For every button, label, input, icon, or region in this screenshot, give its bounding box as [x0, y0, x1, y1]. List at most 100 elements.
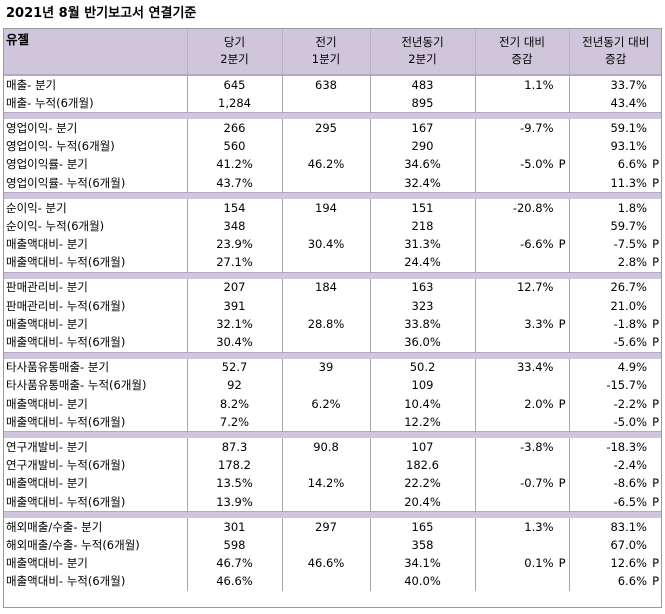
- yoy-value: -2.2%: [613, 396, 647, 411]
- value-yoy-change: 4.9%: [568, 358, 662, 377]
- yoy-unit: P: [652, 316, 659, 331]
- yoy-value: -6.5%: [613, 494, 647, 509]
- value-prev-year: 163: [369, 278, 475, 298]
- value-prev-quarter: 46.6%: [281, 554, 370, 573]
- qoq-value: 3.3%: [524, 316, 554, 331]
- table-row: 매출액대비- 분기 8.2% 6.2% 10.4% 2.0% P -2.2% P: [3, 395, 662, 414]
- table-row: 매출액대비- 누적(6개월) 13.9% 20.4% -6.5% P: [3, 492, 662, 512]
- qoq-value: 33.4%: [516, 360, 554, 375]
- row-label: 판매관리비- 누적(6개월): [6, 298, 126, 313]
- value-prev-year: 895: [369, 94, 475, 113]
- value-prev-year: 165: [369, 518, 475, 537]
- value-prev-year: 290: [369, 137, 475, 156]
- value-qoq-change: [474, 333, 569, 353]
- row-label: 순이익- 누적(6개월): [6, 218, 105, 233]
- value-current: 178.2: [186, 456, 282, 475]
- value-prev-quarter: [281, 376, 370, 395]
- value-prev-year: 40.0%: [369, 572, 475, 591]
- yoy-unit: P: [652, 175, 659, 190]
- table-row: 매출액대비- 누적(6개월) 30.4% 36.0% -5.6% P: [3, 333, 662, 353]
- header-line: 당기: [223, 35, 246, 49]
- value-prev-year: 10.4%: [369, 395, 475, 414]
- row-label: 매출액대비- 분기: [6, 237, 88, 252]
- value-current: 391: [186, 297, 282, 316]
- value-prev-year: 33.8%: [369, 315, 475, 334]
- value-prev-year: 182.6: [369, 456, 475, 475]
- table-row: 매출액대비- 분기 32.1% 28.8% 33.8% 3.3% P -1.8% P: [3, 315, 662, 334]
- yoy-value: -5.6%: [613, 335, 647, 350]
- value-current: 8.2%: [186, 395, 282, 414]
- value-yoy-change: -5.6% P: [568, 333, 662, 353]
- yoy-value: 59.7%: [610, 218, 647, 233]
- value-prev-quarter: 39: [281, 358, 370, 377]
- qoq-value: 0.1%: [524, 556, 554, 571]
- value-qoq-change: 0.1% P: [474, 554, 569, 573]
- row-label: 매출액대비- 누적(6개월): [6, 494, 126, 509]
- value-prev-year: 36.0%: [369, 333, 475, 353]
- value-current: 7.2%: [186, 413, 282, 432]
- header-row: 유젤 당기 2분기 전기 1분기 전년동기 2분기 전기 대비 증감 전년동기 대비 증감: [3, 28, 662, 75]
- value-prev-year: 107: [369, 438, 475, 457]
- row-label: 연구개발비- 분기: [6, 439, 88, 454]
- yoy-unit: P: [652, 494, 659, 509]
- value-prev-year: 218: [369, 217, 475, 236]
- value-prev-quarter: 6.2%: [281, 395, 370, 414]
- table-row: 매출액대비- 누적(6개월) 27.1% 24.4% 2.8% P: [3, 253, 662, 273]
- value-yoy-change: 21.0%: [568, 297, 662, 316]
- value-current: 27.1%: [186, 253, 282, 273]
- value-qoq-change: 1.1%: [474, 75, 569, 95]
- qoq-value: 12.7%: [516, 280, 554, 295]
- value-prev-quarter: [281, 456, 370, 475]
- table-body: 매출- 분기 645 638 483 1.1% 33.7% 매출- 누적(6개월) 1,284…: [3, 75, 662, 591]
- value-yoy-change: 67.0%: [568, 536, 662, 555]
- value-current: 32.1%: [186, 315, 282, 334]
- value-prev-quarter: [281, 536, 370, 555]
- value-prev-year: 34.1%: [369, 554, 475, 573]
- value-yoy-change: -5.0% P: [568, 413, 662, 432]
- value-prev-year: 151: [369, 199, 475, 218]
- row-label: 연구개발비- 누적(6개월): [6, 458, 126, 473]
- row-label: 매출액대비- 분기: [6, 476, 88, 491]
- yoy-unit: P: [652, 396, 659, 411]
- value-qoq-change: [474, 456, 569, 475]
- yoy-unit: P: [652, 157, 659, 172]
- header-line: 2분기: [408, 52, 437, 66]
- table-row: 타사품유통매출- 누적(6개월) 92 109 -15.7%: [3, 376, 662, 395]
- table-row: 영업이익- 누적(6개월) 560 290 93.1%: [3, 137, 662, 156]
- value-qoq-change: 3.3% P: [474, 315, 569, 334]
- qoq-unit: P: [558, 556, 566, 571]
- value-qoq-change: -20.8%: [474, 199, 569, 218]
- table-row: 영업이익- 분기 266 295 167 -9.7% 59.1%: [3, 119, 662, 138]
- row-label: 매출액대비- 누적(6개월): [6, 574, 126, 589]
- value-current: 301: [186, 518, 282, 537]
- value-qoq-change: 2.0% P: [474, 395, 569, 414]
- table-row: 판매관리비- 누적(6개월) 391 323 21.0%: [3, 297, 662, 316]
- value-prev-quarter: 90.8: [281, 438, 370, 457]
- group-separator: [3, 351, 662, 359]
- value-prev-quarter: [281, 572, 370, 591]
- value-yoy-change: -15.7%: [568, 376, 662, 395]
- value-prev-quarter: 30.4%: [281, 235, 370, 254]
- value-prev-quarter: 184: [281, 278, 370, 298]
- group-separator-cell: [3, 192, 662, 200]
- value-yoy-change: 26.7%: [568, 278, 662, 298]
- value-yoy-change: 59.7%: [568, 217, 662, 236]
- group-separator-cell: [3, 112, 662, 120]
- value-qoq-change: [474, 253, 569, 273]
- value-prev-year: 358: [369, 536, 475, 555]
- value-current: 348: [186, 217, 282, 236]
- value-current: 23.9%: [186, 235, 282, 254]
- value-current: 46.7%: [186, 554, 282, 573]
- value-prev-quarter: 28.8%: [281, 315, 370, 334]
- yoy-value: 4.9%: [617, 360, 647, 375]
- row-label: 타사품유통매출- 누적(6개월): [6, 378, 147, 393]
- company-name: 유젤: [3, 28, 187, 75]
- value-current: 207: [186, 278, 282, 298]
- value-yoy-change: 93.1%: [568, 137, 662, 156]
- yoy-value: -5.0%: [613, 414, 647, 429]
- header-line: 증감: [511, 52, 533, 66]
- yoy-value: 43.4%: [610, 95, 647, 110]
- value-prev-quarter: 14.2%: [281, 474, 370, 493]
- value-qoq-change: [474, 413, 569, 432]
- header-line: 1분기: [311, 52, 341, 66]
